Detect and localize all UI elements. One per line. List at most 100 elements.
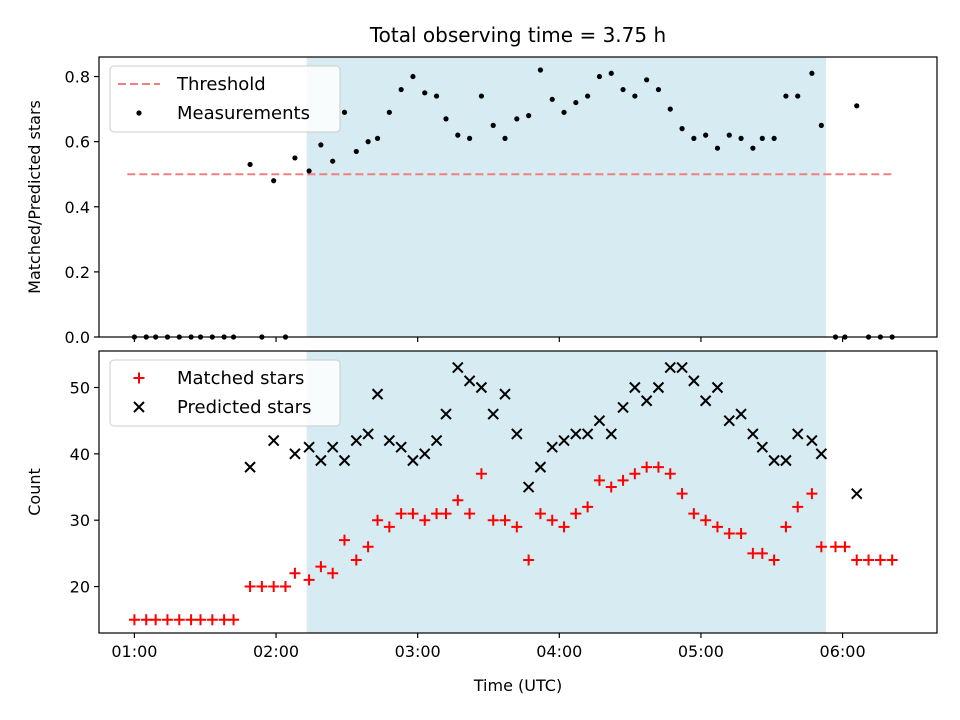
predicted-star-point [534, 461, 547, 473]
predicted-star-point [558, 434, 570, 447]
matched-star-point [664, 468, 676, 480]
legend-label: Matched stars [177, 368, 304, 389]
matched-star-point [886, 554, 898, 566]
measurement-point [854, 103, 860, 109]
matched-star-point [711, 521, 723, 533]
measurement-point [365, 139, 371, 145]
predicted-star-point [289, 448, 301, 460]
measurement-point [537, 67, 544, 73]
predicted-star-point [792, 428, 804, 440]
predicted-star-point [581, 428, 594, 440]
matched-star-point [244, 581, 256, 593]
matched-star-point [372, 514, 384, 526]
measurement-point [667, 106, 673, 112]
measurement-point [596, 73, 603, 80]
legend-predicted-swatch [133, 401, 145, 413]
matched-star-point [735, 527, 747, 539]
predicted-star-point [338, 454, 351, 467]
matched-star-point [747, 547, 759, 559]
measurement-point [703, 132, 709, 138]
measurement-point [714, 145, 721, 151]
bottom-panel: 20 30 40 50 01:00 02:00 03:00 04:00 05:00 06:00 Co… [25, 350, 938, 695]
y-tick-label: 0.0 [65, 328, 90, 347]
measurement-point [374, 135, 381, 141]
measurement-point [526, 113, 532, 119]
measurement-point [353, 148, 359, 155]
chart-title: Total observing time = 3.75 h [369, 23, 666, 47]
axes-frame [98, 350, 938, 634]
predicted-star-point [326, 441, 339, 453]
measurement-point [620, 86, 626, 93]
y-tick-label: 0.6 [65, 133, 90, 152]
y-tick-label: 20 [70, 578, 90, 597]
matched-star-point [558, 521, 570, 533]
predicted-star-point [851, 487, 863, 500]
measurement-point [783, 93, 789, 99]
matched-star-point [499, 514, 511, 526]
predicted-star-point [780, 454, 792, 467]
legend-box [109, 359, 341, 427]
measurement-point [818, 122, 824, 128]
matched-star-point [829, 541, 841, 553]
matched-star-point [863, 554, 875, 566]
measurement-point [467, 135, 473, 141]
predicted-star-point [487, 408, 499, 420]
predicted-star-point [499, 388, 511, 400]
measurement-point [502, 135, 508, 141]
series-measurements [131, 67, 895, 340]
measurement-point [644, 77, 650, 83]
matched-star-point [534, 508, 546, 520]
predicted-star-point [315, 454, 327, 467]
matched-star-point [582, 501, 594, 513]
matched-star-point [185, 614, 197, 626]
matched-star-point [839, 541, 851, 553]
matched-star-point [605, 481, 617, 493]
series-predicted-stars [244, 361, 863, 500]
measurement-point [490, 122, 496, 128]
predicted-star-point [664, 361, 676, 374]
measurement-point [691, 135, 697, 141]
measurement-point [759, 135, 765, 141]
predicted-star-point [699, 395, 712, 407]
measurement-point [318, 142, 324, 148]
predicted-star-point [723, 414, 735, 427]
matched-star-point [688, 508, 700, 520]
measurement-point [443, 116, 449, 122]
y-tick-label: 0.8 [65, 68, 90, 87]
matched-star-point [350, 554, 362, 566]
measurement-point [433, 93, 440, 99]
y-tick-label: 0.4 [65, 198, 90, 217]
predicted-star-point [652, 381, 665, 394]
predicted-star-point [362, 428, 374, 440]
y-tick-label: 50 [70, 378, 90, 397]
matched-star-point [173, 614, 185, 626]
predicted-star-point [511, 428, 523, 440]
x-tick-label: 02:00 [253, 642, 299, 661]
matched-star-point [440, 508, 452, 520]
y-tick-label: 30 [70, 511, 90, 530]
matched-star-point [756, 547, 768, 559]
matched-star-point [511, 521, 523, 533]
predicted-star-point [806, 434, 818, 447]
measurement-point [573, 99, 579, 106]
legend-label: Measurements [177, 103, 310, 124]
matched-star-point [523, 554, 535, 566]
measurement-point [410, 73, 416, 80]
matched-star-point [419, 514, 431, 526]
matched-star-point [593, 474, 605, 486]
matched-star-point [150, 614, 162, 626]
y-tick-label: 40 [70, 445, 90, 464]
matched-star-point [268, 581, 280, 593]
measurement-point [386, 109, 392, 115]
predicted-star-point [711, 381, 724, 394]
matched-star-point [383, 521, 395, 533]
measurement-point [271, 178, 277, 184]
matched-star-point [780, 521, 792, 533]
predicted-star-point [676, 361, 688, 374]
x-tick-label: 05:00 [678, 642, 724, 661]
x-tick-label: 01:00 [111, 642, 157, 661]
matched-star-point [723, 527, 735, 539]
measurement-point [795, 93, 801, 99]
observing-window-span [306, 351, 827, 633]
